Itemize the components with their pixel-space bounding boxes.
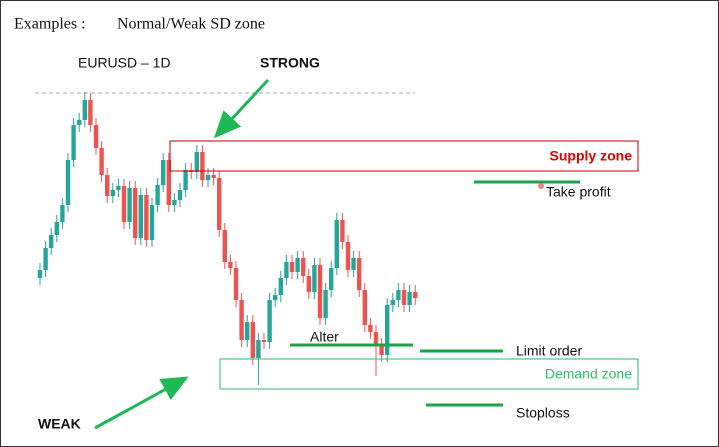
candle-body [54, 222, 59, 235]
candle-body [351, 258, 356, 270]
candle-body [329, 268, 334, 290]
candle-body [200, 152, 205, 180]
candle-body [127, 188, 132, 222]
candle-body [228, 262, 233, 268]
take-profit-label: Take profit [546, 184, 611, 200]
candle-body [278, 278, 283, 295]
candle-body [245, 322, 250, 340]
candle-body [340, 220, 345, 242]
candle-body [105, 175, 110, 196]
candle-body [121, 186, 127, 222]
candle-body [289, 262, 295, 272]
candle-body [161, 160, 166, 185]
candle-body [116, 186, 121, 190]
strong-label: STRONG [260, 55, 320, 71]
candle-body [155, 185, 160, 205]
candle-body [396, 290, 401, 300]
strong-arrow [213, 78, 270, 139]
candle-body [166, 160, 171, 205]
candle-body [301, 258, 306, 276]
candle-body [407, 292, 412, 305]
demand-zone [219, 358, 639, 390]
candle-body [295, 258, 300, 272]
candle-body [312, 265, 317, 292]
candle-body [99, 148, 104, 175]
candle-body [205, 175, 211, 180]
candle-body [211, 175, 216, 178]
candle-body [250, 322, 255, 358]
candles [37, 92, 418, 385]
supply-zone-label: Supply zone [550, 148, 633, 164]
candle-body [233, 268, 239, 300]
candle-body [110, 190, 115, 196]
candle-body [261, 340, 267, 342]
candle-body [413, 292, 418, 298]
candle-body [43, 248, 48, 270]
candle-body [362, 290, 367, 325]
candle-body [82, 100, 87, 120]
candle-body [401, 290, 407, 305]
symbol: EURUSD – 1D [78, 55, 171, 71]
candle-body [71, 125, 76, 160]
take-profit-dot [538, 183, 544, 189]
header-label: Examples : [14, 16, 86, 33]
candle-body [273, 295, 278, 300]
candle-body [373, 332, 379, 345]
candle-body [267, 300, 272, 342]
weak-label: WEAK [38, 416, 81, 432]
alter-label: Alter [310, 329, 339, 345]
candle-body [88, 100, 93, 125]
candle-body [37, 270, 43, 278]
candle-body [138, 195, 143, 238]
candle-body [194, 152, 199, 172]
candle-body [144, 195, 149, 240]
candle-body [222, 230, 227, 262]
candle-body [49, 235, 54, 248]
demand-zone-label: Demand zone [545, 366, 632, 382]
candle-body [177, 190, 183, 200]
header-title: Normal/Weak SD zone [117, 16, 265, 33]
candle-body [60, 205, 65, 222]
candle-body [306, 276, 311, 292]
candle-body [133, 188, 138, 238]
candle-body [149, 205, 155, 240]
limit-order-label: Limit order [516, 343, 582, 359]
supply-zone [169, 140, 639, 172]
candle-body [172, 200, 177, 205]
candle-body [256, 340, 261, 358]
candle-body [323, 290, 328, 318]
candle-body [239, 300, 244, 340]
candle-body [334, 220, 339, 268]
weak-arrow [94, 376, 189, 430]
candle-body [317, 265, 323, 318]
candle-body [357, 258, 362, 290]
candle-body [284, 262, 289, 278]
candle-body [183, 170, 188, 190]
candle-body [385, 305, 390, 355]
candle-body [77, 120, 82, 125]
candle-body [345, 242, 351, 270]
candle-body [217, 178, 222, 230]
candle-body [379, 345, 384, 355]
candle-body [93, 125, 99, 148]
candle-body [368, 325, 373, 332]
candle-body [65, 160, 71, 205]
stoploss-label: Stoploss [516, 405, 570, 421]
candle-body [390, 300, 395, 305]
